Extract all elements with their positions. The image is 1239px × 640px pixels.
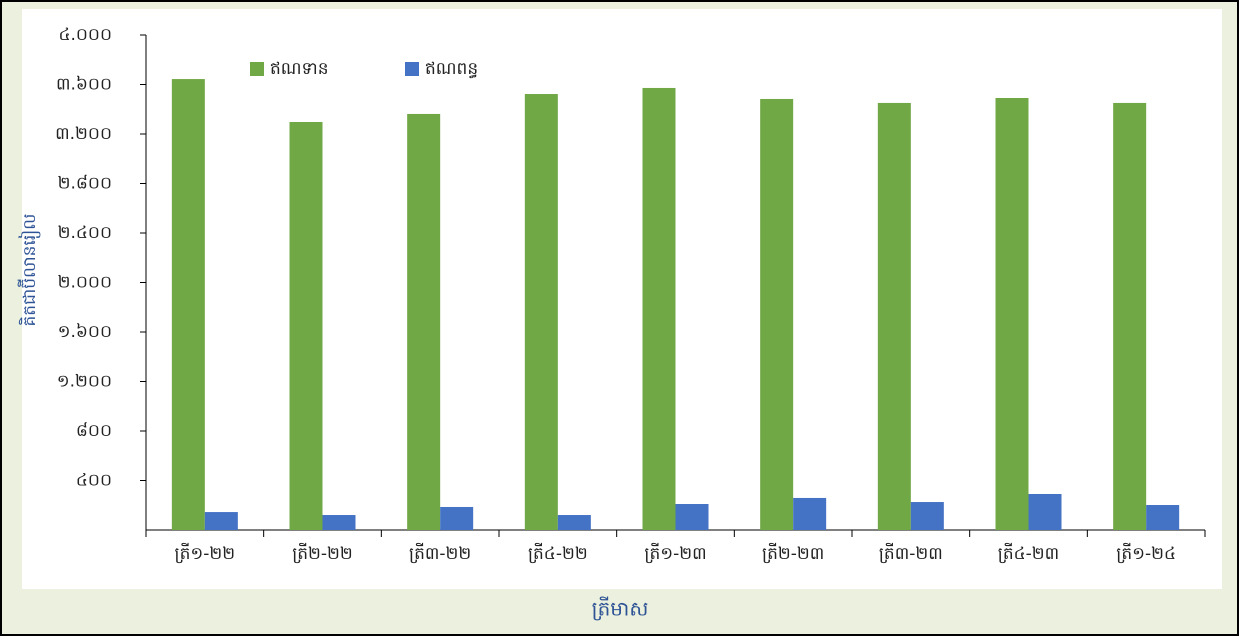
bar — [910, 502, 944, 530]
bar — [877, 102, 911, 530]
x-tick-label: ត្រី២-២៣ — [762, 542, 824, 564]
x-tick-label: ត្រី២-២២ — [292, 542, 353, 564]
bar — [793, 497, 827, 530]
bar — [1028, 493, 1062, 530]
x-tick-label: ត្រី៤-២២ — [528, 542, 588, 564]
bar — [760, 98, 794, 530]
y-tick-label: ១.៦០០ — [58, 322, 112, 342]
bar — [557, 515, 591, 530]
y-tick-label: ៣.២០០ — [55, 124, 112, 144]
bar — [675, 504, 709, 530]
x-tick-label: ត្រី៣-២៣ — [879, 542, 943, 564]
y-tick-label: ៤.០០០ — [58, 25, 112, 45]
bar — [440, 506, 474, 530]
x-tick-label: ត្រី១-២៣ — [644, 542, 706, 564]
legend-swatch — [250, 62, 264, 76]
y-tick-label: ៤០០ — [76, 471, 112, 491]
bar — [524, 94, 558, 530]
x-tick-label: ត្រី១-២២ — [175, 542, 236, 564]
y-tick-label: ២.៨០០ — [58, 174, 112, 194]
bar — [289, 121, 323, 530]
bar — [407, 113, 441, 530]
bar — [204, 512, 238, 530]
bar — [1146, 505, 1180, 530]
y-axis-title: គិតជាប៊ីលានរៀល — [17, 214, 41, 327]
y-tick-label: ៨០០ — [76, 421, 112, 441]
bar — [995, 97, 1029, 531]
y-tick-label: ២.៤០០ — [58, 223, 112, 243]
bar — [1113, 102, 1147, 530]
y-tick-label: ៣.៦០០ — [56, 75, 112, 95]
legend-swatch — [405, 62, 419, 76]
y-tick-label: ១.២០០ — [57, 372, 112, 392]
x-tick-label: ត្រី១-២៤ — [1116, 542, 1176, 564]
legend-label: ឥណពន្ធ — [425, 59, 478, 79]
x-tick-label: ត្រី៣-២២ — [409, 542, 471, 564]
legend-label: ឥណទាន — [270, 59, 329, 79]
x-axis-title: ត្រីមាស — [592, 596, 649, 621]
bar — [642, 87, 676, 530]
bar — [171, 79, 205, 531]
bar — [322, 515, 356, 530]
y-tick-label: ២.០០០ — [58, 273, 112, 293]
x-tick-label: ត្រី៤-២៣ — [998, 542, 1059, 564]
